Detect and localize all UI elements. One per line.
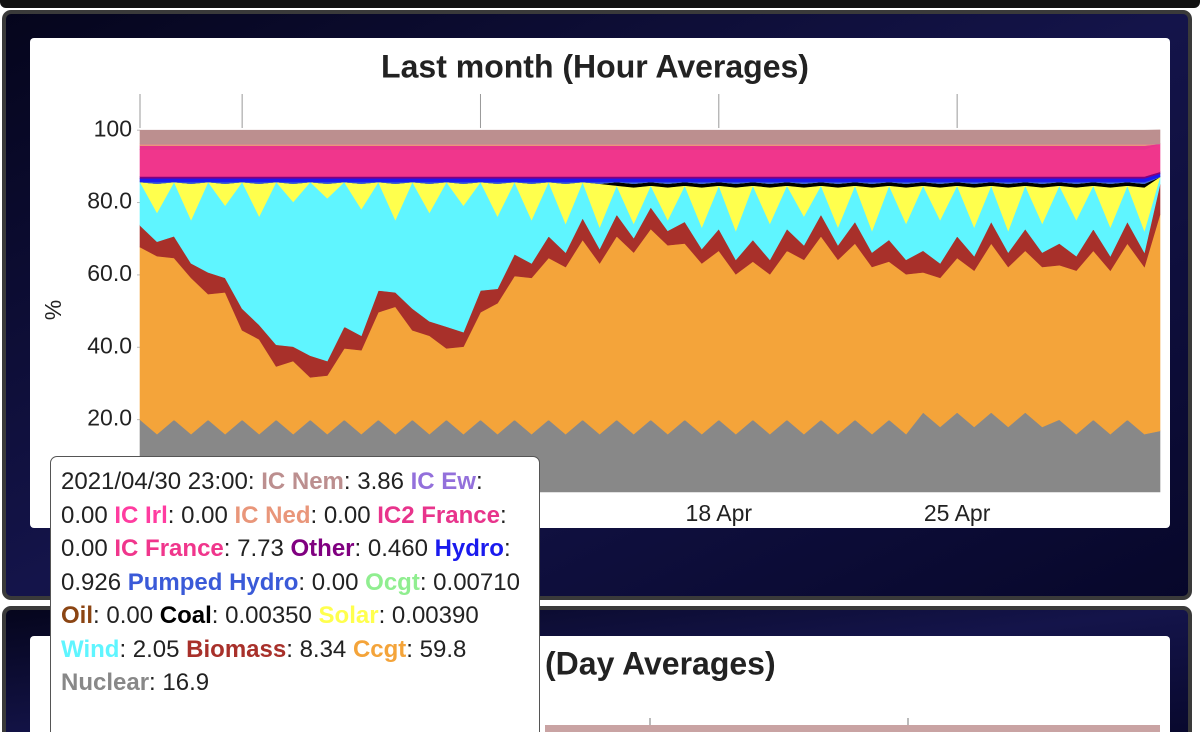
tooltip-value: 0.00 [61, 535, 108, 562]
y-tick-label: 80.0 [87, 188, 132, 214]
tooltip-value: 59.8 [419, 635, 467, 663]
tooltip-value: 0.00350 [225, 602, 312, 629]
tooltip-value: 0.00 [311, 568, 359, 596]
y-tick-label: 40.0 [87, 332, 132, 358]
y-tick-label: 60.0 [87, 260, 132, 286]
tooltip-series-name: Coal [160, 602, 225, 629]
tooltip-value: 0.926 [61, 568, 122, 596]
day-chart-top [545, 725, 1160, 732]
area [139, 129, 1161, 145]
tooltip-value: 0.00 [181, 501, 228, 529]
tooltip-value: 0.00 [323, 501, 371, 529]
tooltip-series-name: Ocgt [365, 569, 433, 596]
x-tick-label: 18 Apr [686, 500, 753, 526]
tooltip-value: 7.73 [237, 535, 284, 562]
tooltip-time: 2021/04/30 23:00 [61, 468, 261, 495]
tooltip-series-name: IC France [114, 535, 237, 562]
tooltip-series-name: IC Ew [411, 468, 483, 495]
day-chart-title: (Day Averages) [545, 645, 776, 681]
tooltip-series-name: Hydro [435, 535, 511, 562]
tooltip-series-name: IC Ned [234, 502, 323, 529]
tooltip-series-name: Biomass [186, 636, 299, 663]
tooltip-series-name: Oil [61, 602, 106, 629]
tooltip-series-name: Ccgt [353, 636, 420, 663]
tooltip-value: 0.00 [106, 602, 154, 629]
tooltip-series-name: IC Irl [114, 502, 181, 529]
tooltip-value: 8.34 [299, 635, 347, 663]
tooltip-value: 0.00710 [433, 568, 520, 596]
tooltip-series-name: Wind [61, 636, 133, 663]
y-tick-label: 100 [94, 115, 132, 141]
tooltip-value: 16.9 [162, 669, 210, 696]
tooltip-value: 0.00390 [391, 602, 479, 629]
x-tick-label: 25 Apr [924, 500, 991, 526]
tooltip: 2021/04/30 23:00 IC Nem 3.86 IC Ew 0.00 … [50, 456, 540, 732]
tooltip-value: 0.460 [367, 535, 428, 562]
tooltip-series-name: IC2 France [377, 502, 506, 529]
tooltip-value: 3.86 [357, 468, 404, 495]
tooltip-value: 0.00 [61, 501, 108, 529]
tooltip-value: 2.05 [132, 635, 180, 663]
tooltip-series-name: IC Nem [261, 468, 357, 495]
y-axis-label: % [40, 300, 66, 320]
previous-panel-edge [0, 0, 1200, 8]
tooltip-series-name: Solar [319, 602, 392, 629]
y-tick-label: 20.0 [87, 405, 132, 431]
chart-title: Last month (Hour Averages) [381, 48, 809, 84]
tooltip-series-name: Pumped Hydro [128, 569, 312, 596]
tooltip-series-name: Nuclear [61, 669, 162, 696]
tooltip-series-name: Other [291, 535, 368, 562]
